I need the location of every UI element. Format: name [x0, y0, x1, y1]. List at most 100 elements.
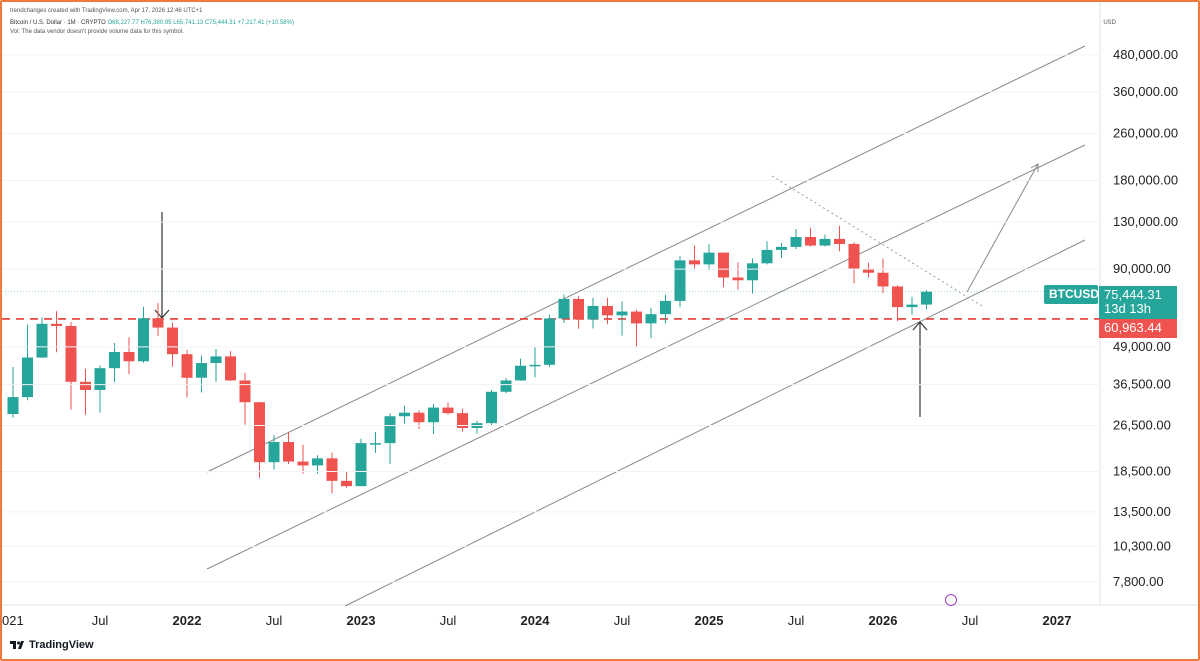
x-tick-label: 2026 [869, 613, 898, 628]
candle[interactable] [747, 258, 758, 294]
candle[interactable] [297, 444, 309, 474]
candle-body [863, 268, 874, 273]
candle-body [167, 327, 178, 355]
candle[interactable] [805, 227, 816, 247]
candle-body [7, 397, 19, 415]
candle[interactable] [674, 256, 686, 308]
candle-body [544, 318, 555, 365]
descending-trendline[interactable] [771, 175, 983, 307]
candle[interactable] [384, 413, 396, 465]
candle[interactable] [703, 244, 715, 271]
candle[interactable] [587, 297, 599, 329]
candle[interactable] [254, 401, 265, 478]
symbol-description[interactable]: Bitcoin / U.S. Dollar · 1M · CRYPTO [10, 20, 106, 26]
candle-body [834, 238, 845, 244]
candle[interactable] [65, 322, 77, 410]
y-tick-label: 18,500.00 [1113, 464, 1171, 479]
projection-arrow-line[interactable] [966, 163, 1039, 293]
candle[interactable] [36, 317, 48, 359]
candle[interactable] [181, 349, 193, 398]
channel-lower-line[interactable] [344, 239, 1086, 607]
candle[interactable] [428, 403, 439, 435]
candle[interactable] [283, 431, 294, 465]
candle[interactable] [921, 290, 932, 310]
x-tick-label: 2027 [1043, 613, 1072, 628]
candle[interactable] [776, 243, 787, 258]
candle[interactable] [790, 228, 802, 250]
channel-middle-line[interactable] [206, 144, 1086, 570]
candle[interactable] [210, 349, 222, 382]
candle[interactable] [761, 241, 773, 265]
candle[interactable] [94, 365, 106, 413]
candle[interactable] [370, 431, 381, 453]
candle[interactable] [486, 389, 497, 426]
candle[interactable] [51, 311, 62, 353]
candle[interactable] [341, 472, 352, 488]
candle[interactable] [196, 355, 207, 393]
candle-body [297, 461, 309, 466]
candle[interactable] [457, 408, 468, 432]
candle[interactable] [848, 242, 860, 284]
x-tick-label: 2022 [173, 613, 202, 628]
y-tick-label: 10,300.00 [1113, 538, 1171, 553]
candle-body [747, 263, 758, 281]
candle[interactable] [718, 252, 729, 288]
candle[interactable] [515, 358, 526, 381]
candle[interactable] [660, 294, 671, 324]
candle[interactable] [239, 372, 251, 425]
candle[interactable] [544, 314, 555, 367]
candle[interactable] [7, 366, 19, 418]
reset-chart-icon[interactable] [945, 594, 957, 606]
candle[interactable] [529, 347, 541, 378]
candle-body [689, 260, 700, 265]
y-tick-label: 49,000.00 [1113, 339, 1171, 354]
x-tick-label: Jul [266, 613, 283, 628]
candle[interactable] [413, 410, 425, 429]
candle[interactable] [268, 435, 280, 470]
candle[interactable] [645, 307, 657, 339]
candle[interactable] [326, 452, 338, 494]
candle[interactable] [573, 296, 584, 329]
candle[interactable] [616, 301, 628, 336]
candle[interactable] [355, 438, 367, 487]
candle[interactable] [819, 234, 831, 247]
candle[interactable] [602, 297, 613, 325]
candle-body [355, 443, 367, 487]
candle[interactable] [80, 368, 91, 415]
tradingview-logo[interactable]: TradingView [10, 639, 94, 651]
candle-body [674, 260, 686, 301]
candle[interactable] [225, 351, 236, 381]
candle[interactable] [138, 306, 149, 363]
symbol-badge[interactable]: BTCUSD [1044, 285, 1099, 304]
candle[interactable] [312, 455, 323, 474]
candle[interactable] [109, 343, 120, 382]
candle-body [819, 238, 831, 246]
candle[interactable] [152, 303, 164, 337]
channel-upper-line[interactable] [206, 45, 1086, 473]
candle[interactable] [22, 324, 33, 401]
candle[interactable] [892, 285, 903, 322]
candle[interactable] [863, 262, 874, 278]
candle[interactable] [399, 405, 410, 424]
candle[interactable] [877, 258, 889, 294]
x-tick-label: 021 [2, 613, 24, 628]
candle[interactable] [442, 402, 454, 415]
y-tick-label: 480,000.00 [1113, 47, 1178, 62]
tradingview-logo-text: TradingView [29, 639, 94, 651]
candle-body [761, 249, 773, 264]
candle[interactable] [732, 262, 744, 290]
candle-body [399, 412, 410, 417]
candle[interactable] [500, 378, 512, 394]
candle[interactable] [834, 225, 845, 252]
candle[interactable] [471, 420, 483, 434]
candle-body [500, 380, 512, 392]
candle[interactable] [558, 294, 570, 323]
y-tick-label: 26,500.00 [1113, 418, 1171, 433]
candle[interactable] [689, 245, 700, 269]
tradingview-logo-icon [10, 641, 24, 649]
candle[interactable] [631, 309, 642, 347]
candle[interactable] [123, 337, 135, 375]
candle[interactable] [167, 322, 178, 367]
candle[interactable] [906, 296, 918, 315]
